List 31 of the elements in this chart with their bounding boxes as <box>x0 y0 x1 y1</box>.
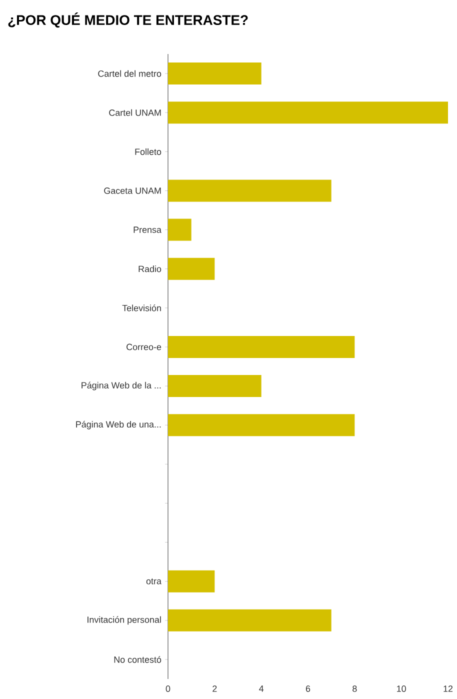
x-tick-label: 6 <box>306 686 310 692</box>
y-tick-label: Prensa <box>134 226 162 233</box>
bar <box>168 102 448 124</box>
y-tick-label: Televisión <box>122 304 161 312</box>
y-tick-label: Correo-e <box>126 344 162 350</box>
x-tick-label: 2 <box>212 686 217 692</box>
y-tick-label: Radio <box>138 266 162 272</box>
chart-title: ¿POR QUÉ MEDIO TE ENTERASTE? <box>8 12 248 28</box>
bar <box>168 609 332 632</box>
x-tick-label: 12 <box>444 686 453 692</box>
y-tick-label: Cartel del metro <box>98 70 162 77</box>
bar <box>168 570 215 592</box>
y-tick-label: Invitación personal <box>88 616 161 625</box>
y-tick-label: Página Web de una... <box>76 420 161 430</box>
bar <box>168 180 332 202</box>
x-tick-label: 0 <box>166 686 170 692</box>
bar <box>168 375 262 398</box>
x-tick-label: 10 <box>397 686 406 692</box>
bar <box>168 336 355 358</box>
y-tick-label: Gaceta UNAM <box>104 188 161 194</box>
bar <box>168 258 215 280</box>
y-tick-label: No contestó <box>114 656 162 663</box>
y-tick-label: Página Web de la ... <box>82 382 161 390</box>
bar <box>168 414 355 436</box>
bar <box>168 218 192 241</box>
x-tick-label: 4 <box>259 686 264 692</box>
y-tick-label: Folleto <box>135 148 162 155</box>
bar <box>168 62 262 85</box>
x-tick-label: 8 <box>352 686 357 692</box>
y-tick-label: otra <box>146 578 162 584</box>
y-tick-label: Cartel UNAM <box>109 109 161 116</box>
